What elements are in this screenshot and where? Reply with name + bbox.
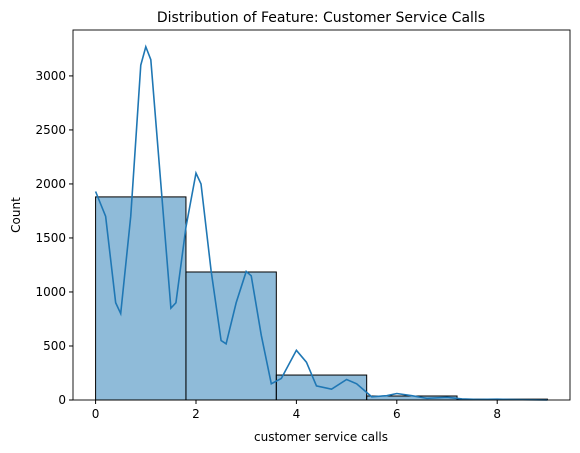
kde-line bbox=[94, 44, 548, 401]
x-tick-label: 6 bbox=[393, 407, 401, 421]
plot-frame bbox=[72, 29, 571, 401]
y-axis-label: Count bbox=[9, 197, 23, 233]
chart-title: Distribution of Feature: Customer Servic… bbox=[157, 10, 485, 26]
y-tick-label: 2500 bbox=[35, 123, 66, 137]
x-tick-label: 0 bbox=[92, 407, 100, 421]
y-tick-label: 2000 bbox=[35, 177, 66, 191]
bar bbox=[95, 196, 187, 401]
bar bbox=[185, 271, 277, 401]
y-tick-label: 1500 bbox=[35, 231, 66, 245]
x-tick-label: 2 bbox=[192, 407, 200, 421]
x-tick-label: 4 bbox=[293, 407, 301, 421]
y-tick-label: 1000 bbox=[35, 285, 66, 299]
y-tick-label: 0 bbox=[58, 393, 66, 407]
x-tick-label: 8 bbox=[493, 407, 501, 421]
x-axis-label: customer service calls bbox=[254, 430, 388, 444]
y-tick-label: 3000 bbox=[35, 69, 66, 83]
y-tick-label: 500 bbox=[43, 339, 66, 353]
